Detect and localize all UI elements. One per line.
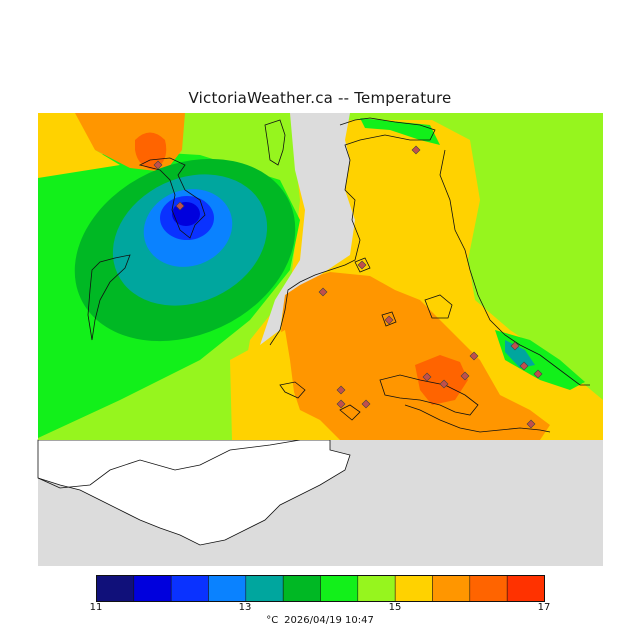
colorbar-cell — [394, 575, 433, 602]
station-marker — [384, 315, 394, 325]
station-marker — [357, 260, 367, 270]
timestamp: 2026/04/19 10:47 — [284, 615, 374, 626]
colorbar-cell — [357, 575, 396, 602]
colorbar-tick: 15 — [388, 602, 402, 613]
station-markers — [153, 145, 543, 429]
station-marker — [361, 399, 371, 409]
map-title: VictoriaWeather.ca -- Temperature — [188, 89, 452, 107]
station-marker — [460, 371, 470, 381]
colorbar-cell — [320, 575, 359, 602]
olympic-peninsula — [37, 439, 351, 546]
coastlines — [87, 117, 590, 433]
strait-water — [260, 113, 355, 345]
station-marker — [153, 160, 163, 170]
station-marker — [519, 361, 529, 371]
station-marker — [533, 369, 543, 379]
unit-label: °C — [266, 615, 279, 626]
map-caption: °C 2026/04/19 10:47 — [0, 615, 640, 626]
station-marker — [175, 201, 185, 211]
colorbar-cell — [245, 575, 284, 602]
colorbar-cell — [133, 575, 172, 602]
temperature-field — [38, 113, 603, 440]
colorbar-cell — [170, 575, 209, 602]
station-marker — [422, 372, 432, 382]
colorbar — [96, 575, 545, 602]
station-marker — [318, 287, 328, 297]
colorbar-cell — [96, 575, 135, 602]
colorbar-tick: 13 — [238, 602, 252, 613]
station-marker — [439, 379, 449, 389]
station-marker — [526, 419, 536, 429]
colorbar-tick: 17 — [537, 602, 551, 613]
colorbar-cell — [469, 575, 508, 602]
colorbar-cell — [282, 575, 321, 602]
colorbar-cell — [432, 575, 471, 602]
colorbar-cell — [506, 575, 545, 602]
colorbar-cell — [208, 575, 247, 602]
station-marker — [469, 351, 479, 361]
station-marker — [510, 341, 520, 351]
station-marker — [411, 145, 421, 155]
station-marker — [336, 399, 346, 409]
colorbar-tick: 11 — [89, 602, 103, 613]
bottom-shore — [37, 439, 301, 489]
station-marker — [336, 385, 346, 395]
